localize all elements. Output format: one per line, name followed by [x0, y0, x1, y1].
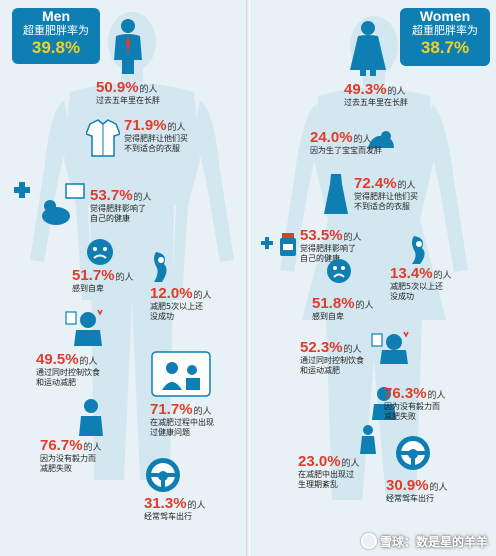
man-figure-icon	[114, 19, 142, 74]
medicine-bottle-icon	[280, 233, 296, 256]
women-panel: Women 超重肥胖率为 38.7% 49.3%的人 过去五年里在长胖 24.0…	[250, 0, 496, 556]
watermark-text: 雪球：数是星的羊羊	[379, 535, 488, 549]
women-stat-10: 30.9%的人 经常驾车出行	[386, 477, 448, 504]
snowball-logo-icon	[360, 533, 377, 549]
dizzy-person-icon	[65, 309, 103, 346]
doctor-icon	[151, 351, 211, 397]
steering-wheel-icon	[146, 458, 180, 492]
baby-icon	[368, 131, 394, 148]
men-panel: Men 超重肥胖率为 39.8% 50.9%的人 过去五年里在长胖 71.9%的…	[0, 0, 246, 556]
women-stat-7: 52.3%的人 通过同时控制饮食 和运动减肥	[300, 339, 364, 376]
page-fold	[246, 0, 250, 556]
scale-icon	[412, 236, 425, 264]
woman-figure-icon	[350, 21, 386, 76]
men-stat-6: 49.5%的人 通过同时控制饮食 和运动减肥	[36, 351, 100, 388]
men-stat-4: 51.7%的人 感到自卑	[72, 267, 134, 294]
men-rate: 39.8%	[31, 38, 81, 57]
sick-person-icon	[42, 183, 85, 225]
watermark: 雪球：数是星的羊羊	[360, 533, 488, 550]
women-title-badge: Women 超重肥胖率为 38.7%	[400, 8, 490, 66]
men-stat-7: 71.7%的人 在减肥过程中出现 过健康问题	[150, 401, 214, 438]
men-stat-3: 53.7%的人 觉得肥胖影响了 自己的健康	[90, 187, 152, 224]
men-subtitle: 超重肥胖率为	[23, 24, 89, 37]
medical-cross-icon	[261, 237, 273, 249]
sad-face-icon	[327, 259, 351, 283]
scale-icon	[154, 252, 167, 282]
dizzy-person-icon	[371, 331, 409, 364]
men-stat-8: 76.7%的人 因为没有毅力而 减肥失败	[40, 437, 102, 474]
medical-cross-icon	[14, 182, 30, 198]
men-title-badge: Men 超重肥胖率为 39.8%	[12, 8, 100, 64]
sad-face-icon	[87, 239, 113, 265]
dress-icon	[324, 174, 348, 214]
men-stat-2: 71.9%的人 觉得肥胖让他们买 不到适合的衣服	[124, 117, 188, 154]
women-stat-4: 53.5%的人 觉得肥胖影响了 自己的健康	[300, 227, 362, 264]
women-stat-3: 72.4%的人 觉得肥胖让他们买 不到适合的衣服	[354, 175, 418, 212]
shirt-icon	[86, 119, 120, 157]
steering-wheel-icon	[396, 436, 430, 470]
women-stat-5: 13.4%的人 减肥5次以上还 没成功	[390, 265, 452, 302]
women-stat-2: 24.0%的人 因为生了宝宝而发胖	[310, 129, 382, 156]
women-stat-1: 49.3%的人 过去五年里在长胖	[344, 81, 408, 108]
men-stat-5: 12.0%的人 减肥5次以上还 没成功	[150, 285, 212, 322]
men-stat-1: 50.9%的人 过去五年里在长胖	[96, 79, 160, 106]
women-title: Women	[419, 8, 471, 24]
men-title: Men	[42, 8, 70, 24]
women-rate: 38.7%	[420, 38, 470, 57]
tired-person-icon	[372, 387, 396, 420]
women-stat-6: 51.8%的人 感到自卑	[312, 295, 374, 322]
woman-figure-icon	[360, 425, 376, 454]
women-stat-8: 76.3%的人 因为没有毅力而 减肥失败	[384, 385, 446, 422]
women-stat-9: 23.0%的人 在减肥中出现过 生理期紊乱	[298, 453, 360, 490]
men-stat-9: 31.3%的人 经常驾车出行	[144, 495, 206, 522]
women-subtitle: 超重肥胖率为	[412, 24, 478, 37]
tired-person-icon	[79, 399, 103, 436]
